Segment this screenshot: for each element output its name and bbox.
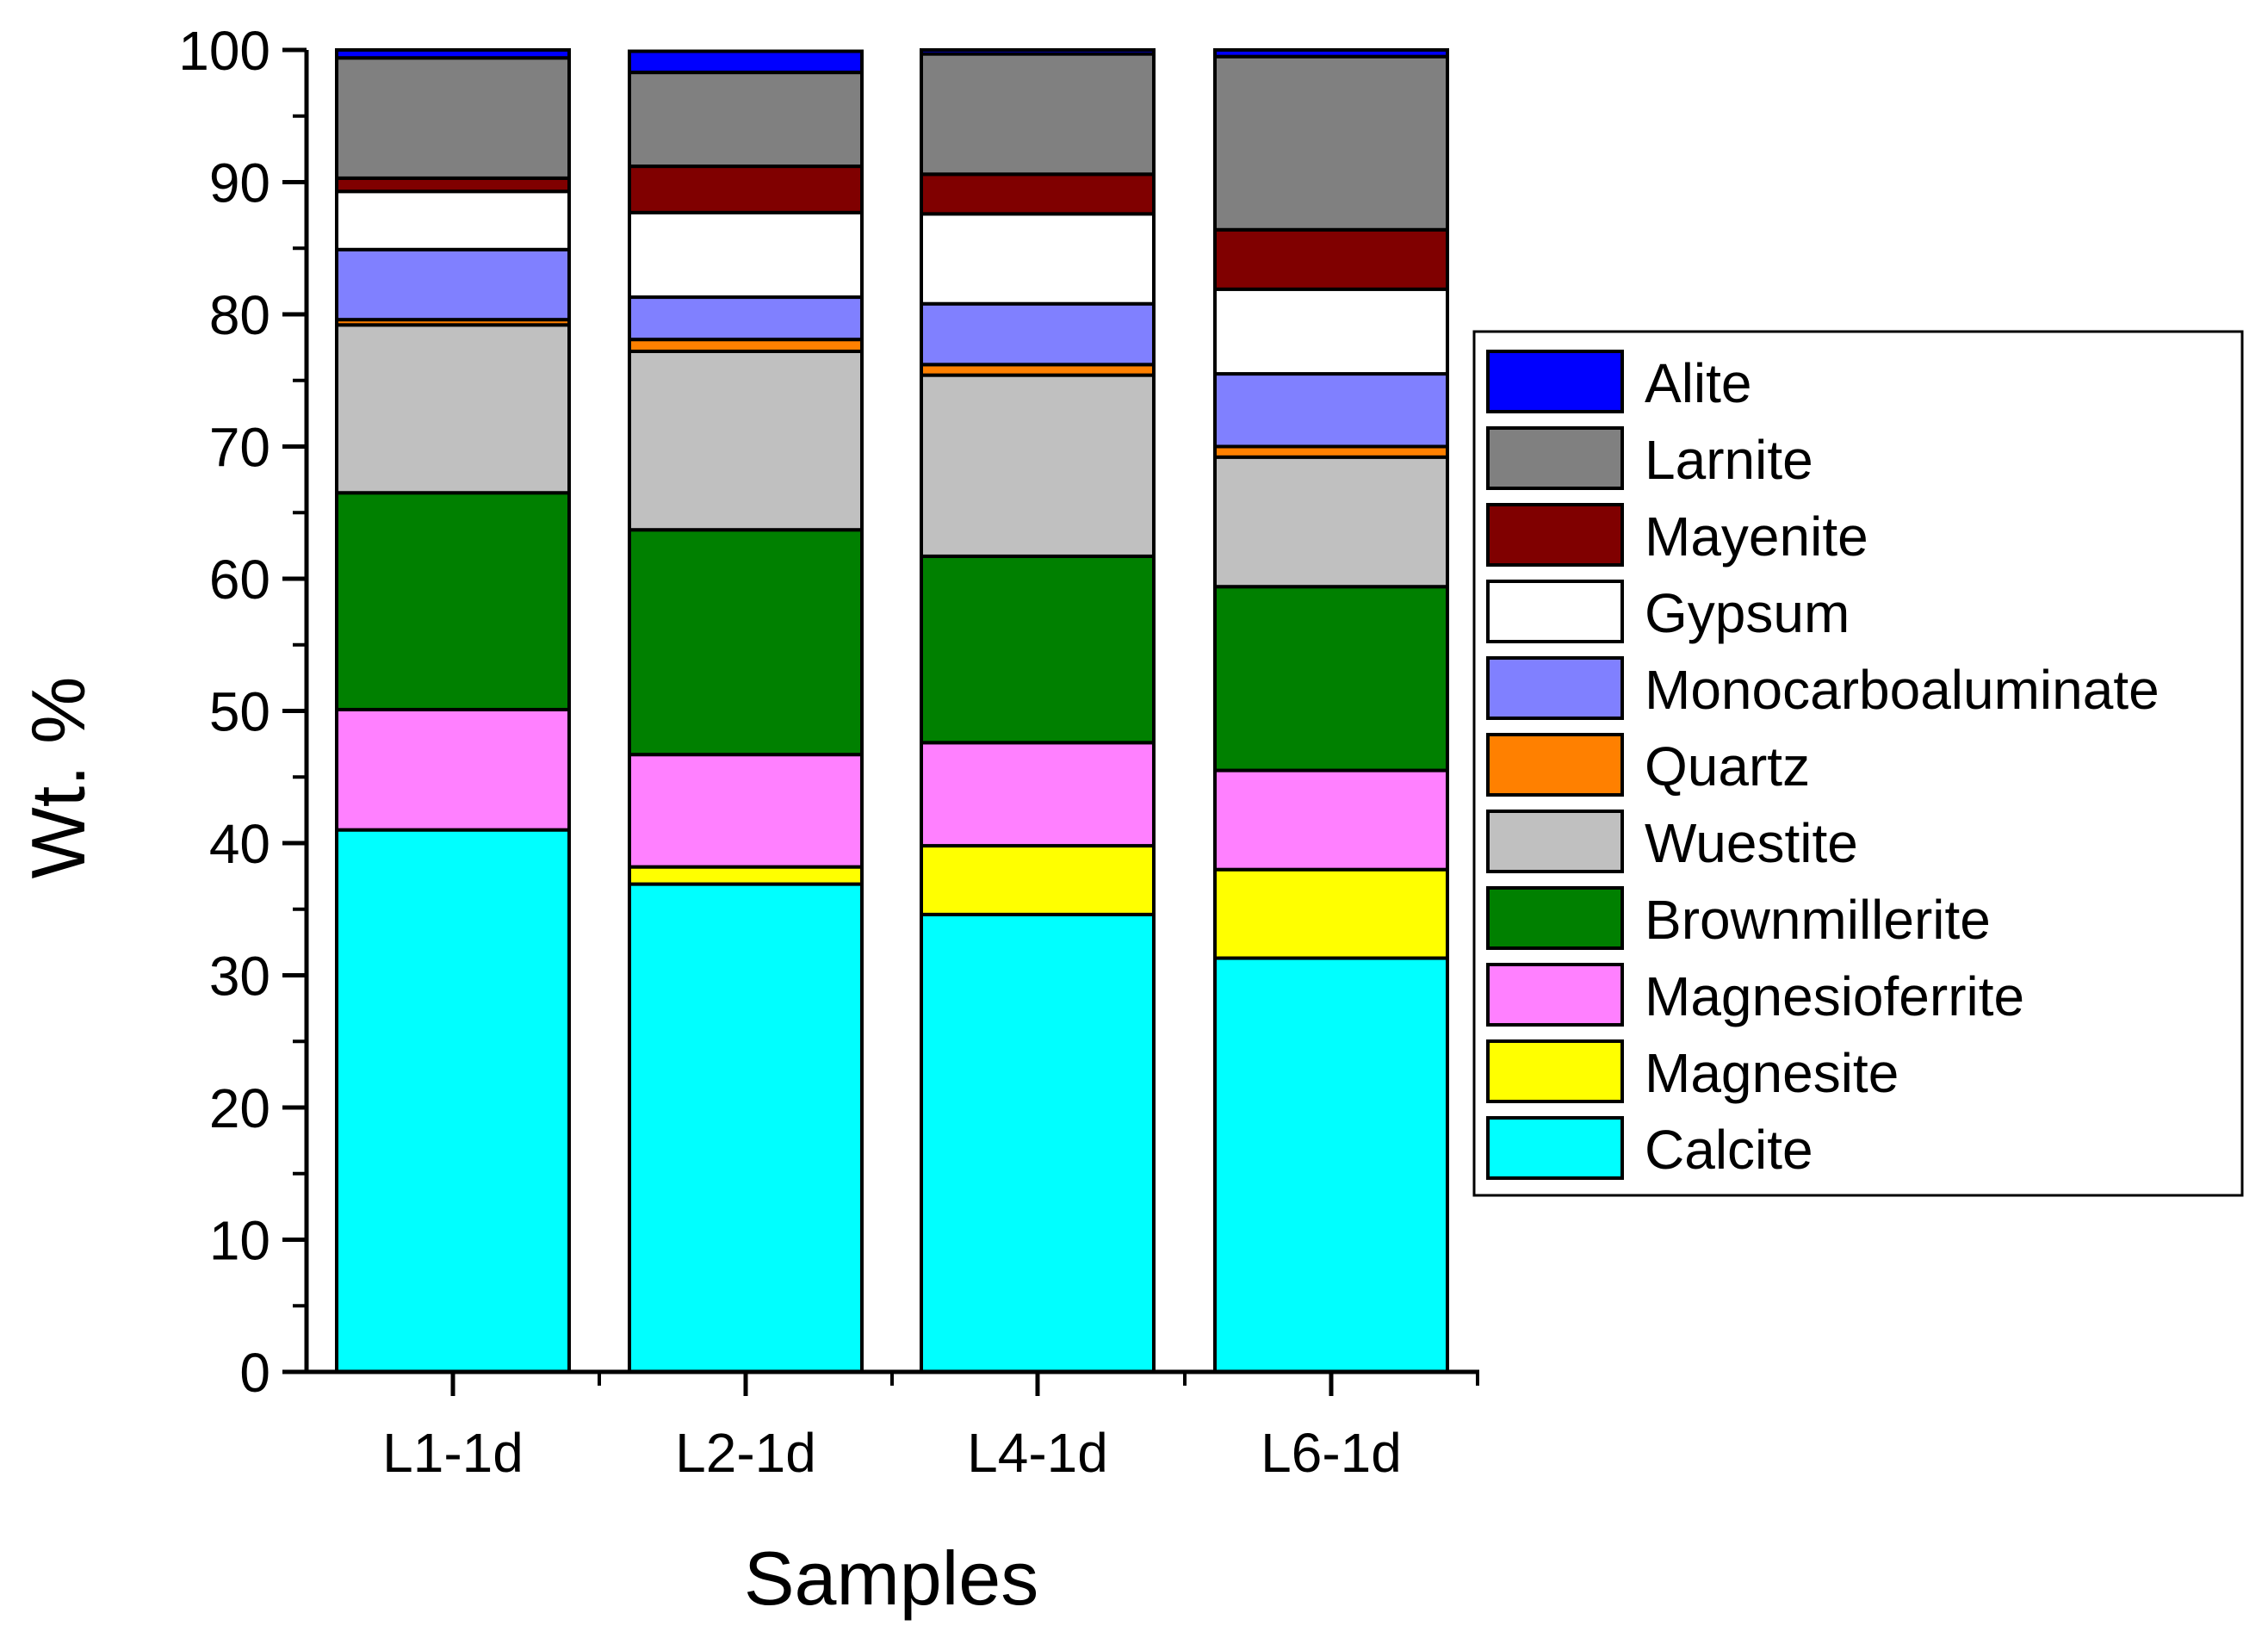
bar-stack-l2-1d (628, 49, 864, 1374)
legend-swatch-magnesite (1486, 1039, 1624, 1103)
bar-l4-1d-magnesite (920, 844, 1156, 916)
legend-label-alite: Alite (1645, 352, 1752, 414)
axes: 0 10 20 30 40 50 60 70 80 90 100 L1-1d L2-1d L4-1d L6-… (178, 20, 1479, 1484)
bar-l6-1d-mayenite (1213, 227, 1449, 291)
y-axis-title: Wt. % (15, 677, 101, 879)
bar-l1-1d-magnesioferrite (335, 707, 571, 832)
bar-l1-1d-gypsum (335, 189, 571, 251)
bar-l2-1d-wuestite (628, 349, 864, 532)
bar-l6-1d-magnesite (1213, 867, 1449, 960)
legend-label-mayenite: Mayenite (1645, 506, 1868, 568)
y-tick-label-30: 30 (209, 946, 270, 1008)
legend-swatch-monocarboaluminate (1486, 656, 1624, 720)
bar-l2-1d-larnite (628, 71, 864, 169)
legend-swatch-alite (1486, 350, 1624, 413)
bar-l6-1d-wuestite (1213, 455, 1449, 589)
bar-l2-1d-calcite (628, 882, 864, 1374)
bar-l6-1d-larnite (1213, 54, 1449, 232)
bar-l2-1d-gypsum (628, 210, 864, 300)
legend-label-monocarboaluminate: Monocarboaluminate (1645, 659, 2160, 721)
bar-l4-1d-alite (920, 48, 1156, 56)
legend-label-calcite: Calcite (1645, 1119, 1813, 1181)
legend-swatch-calcite (1486, 1116, 1624, 1180)
bar-l6-1d-monocarboaluminate (1213, 372, 1449, 449)
bar-l1-1d-monocarboaluminate (335, 247, 571, 322)
legend-swatch-mayenite (1486, 503, 1624, 567)
bar-l2-1d-brownmillerite (628, 528, 864, 757)
bar-l4-1d-monocarboaluminate (920, 301, 1156, 367)
legend-swatch-wuestite (1486, 810, 1624, 873)
x-axis-title: Samples (744, 1536, 1038, 1621)
y-tick-label-60: 60 (209, 549, 270, 611)
legend-label-wuestite: Wuestite (1645, 812, 1858, 874)
x-tick-label-l6-1d: L6-1d (1261, 1422, 1402, 1484)
bar-l4-1d-brownmillerite (920, 554, 1156, 745)
legend-swatch-magnesioferrite (1486, 963, 1624, 1027)
bar-l4-1d-gypsum (920, 212, 1156, 306)
y-tick-label-20: 20 (209, 1077, 270, 1139)
y-tick-label-10: 10 (209, 1210, 270, 1272)
bar-stack-l6-1d (1213, 48, 1449, 1374)
bar-l6-1d-brownmillerite (1213, 585, 1449, 772)
bar-l6-1d-calcite (1213, 956, 1449, 1374)
bar-l1-1d-brownmillerite (335, 491, 571, 711)
bar-l4-1d-mayenite (920, 172, 1156, 216)
legend-label-quartz: Quartz (1645, 735, 1810, 797)
legend-swatch-larnite (1486, 426, 1624, 490)
bar-l6-1d-magnesioferrite (1213, 768, 1449, 872)
legend-label-magnesioferrite: Magnesioferrite (1645, 965, 2024, 1027)
bar-l4-1d-calcite (920, 912, 1156, 1374)
y-tick-label-80: 80 (209, 284, 270, 346)
y-tick-label-40: 40 (209, 813, 270, 875)
bar-l1-1d-wuestite (335, 323, 571, 495)
legend-swatch-brownmillerite (1486, 886, 1624, 950)
bar-l4-1d-wuestite (920, 373, 1156, 558)
bar-stack-l4-1d (920, 48, 1156, 1374)
bar-l2-1d-quartz (628, 338, 864, 353)
bar-l2-1d-mayenite (628, 164, 864, 214)
legend-swatch-gypsum (1486, 580, 1624, 643)
x-tick-label-l1-1d: L1-1d (382, 1422, 524, 1484)
bar-stacks (335, 48, 1449, 1374)
legend: Alite Larnite Mayenite Gypsum Monocarboalumi… (1472, 330, 2244, 1197)
bar-l2-1d-alite (628, 49, 864, 75)
bar-stack-l1-1d (335, 48, 571, 1374)
legend-label-larnite: Larnite (1645, 429, 1813, 491)
y-tick-label-100: 100 (178, 20, 270, 82)
y-tick-label-50: 50 (209, 681, 270, 743)
legend-swatch-quartz (1486, 733, 1624, 797)
bar-l1-1d-calcite (335, 828, 571, 1374)
legend-label-gypsum: Gypsum (1645, 582, 1850, 644)
bar-l1-1d-mayenite (335, 176, 571, 194)
bar-l2-1d-monocarboaluminate (628, 295, 864, 342)
bar-l2-1d-magnesioferrite (628, 753, 864, 869)
bar-l6-1d-alite (1213, 48, 1449, 59)
legend-label-magnesite: Magnesite (1645, 1042, 1899, 1104)
bar-l1-1d-larnite (335, 56, 571, 180)
bar-l2-1d-magnesite (628, 865, 864, 886)
bar-l4-1d-magnesioferrite (920, 741, 1156, 848)
y-tick-label-90: 90 (209, 152, 270, 214)
bar-l1-1d-alite (335, 48, 571, 60)
y-tick-label-70: 70 (209, 417, 270, 479)
legend-label-brownmillerite: Brownmillerite (1645, 889, 1991, 951)
x-tick-label-l4-1d: L4-1d (967, 1422, 1108, 1484)
bar-l4-1d-larnite (920, 52, 1156, 177)
y-tick-label-0: 0 (239, 1342, 270, 1404)
x-tick-label-l2-1d: L2-1d (675, 1422, 816, 1484)
bar-l6-1d-gypsum (1213, 287, 1449, 376)
